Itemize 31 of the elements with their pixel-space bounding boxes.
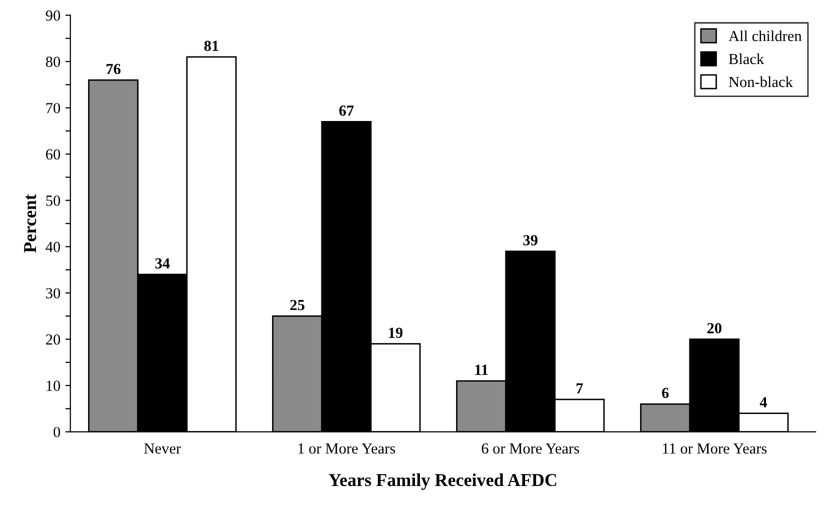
x-tick-label: Never xyxy=(144,444,181,454)
y-axis-title: Percent xyxy=(24,194,36,253)
y-tick-label: 40 xyxy=(46,242,60,252)
legend-label: Non-black xyxy=(728,76,793,88)
x-axis-title: Years Family Received AFDC xyxy=(328,473,556,490)
data-label: 4 xyxy=(760,397,767,408)
y-tick-label: 30 xyxy=(46,288,60,298)
data-label: 76 xyxy=(106,64,121,74)
data-label: 67 xyxy=(339,106,354,116)
y-tick-label: 70 xyxy=(46,102,60,114)
data-label: 11 xyxy=(475,364,488,375)
data-label: 7 xyxy=(576,383,583,394)
y-tick-label: 50 xyxy=(46,196,60,206)
x-tick-label: 6 or More Years xyxy=(482,443,580,454)
data-label: 81 xyxy=(204,40,218,52)
y-tick-label: 90 xyxy=(46,10,60,21)
data-label: 39 xyxy=(523,235,538,246)
y-tick-label: 80 xyxy=(46,56,60,67)
x-tick-label: 11 or More Years xyxy=(662,443,767,454)
y-tick-label: 0 xyxy=(54,426,60,438)
data-label: 19 xyxy=(389,328,403,338)
y-tick-label: 10 xyxy=(46,380,60,391)
data-label: 20 xyxy=(707,323,722,334)
legend-label: All children xyxy=(728,30,802,42)
y-tick-label: 20 xyxy=(46,334,60,345)
y-tick-label: 60 xyxy=(46,149,60,160)
legend-label: Black xyxy=(728,53,764,64)
data-label: 6 xyxy=(662,388,669,398)
x-tick-label: 1 or More Years xyxy=(298,443,396,454)
data-label: 34 xyxy=(155,258,170,269)
data-label: 25 xyxy=(290,300,304,310)
